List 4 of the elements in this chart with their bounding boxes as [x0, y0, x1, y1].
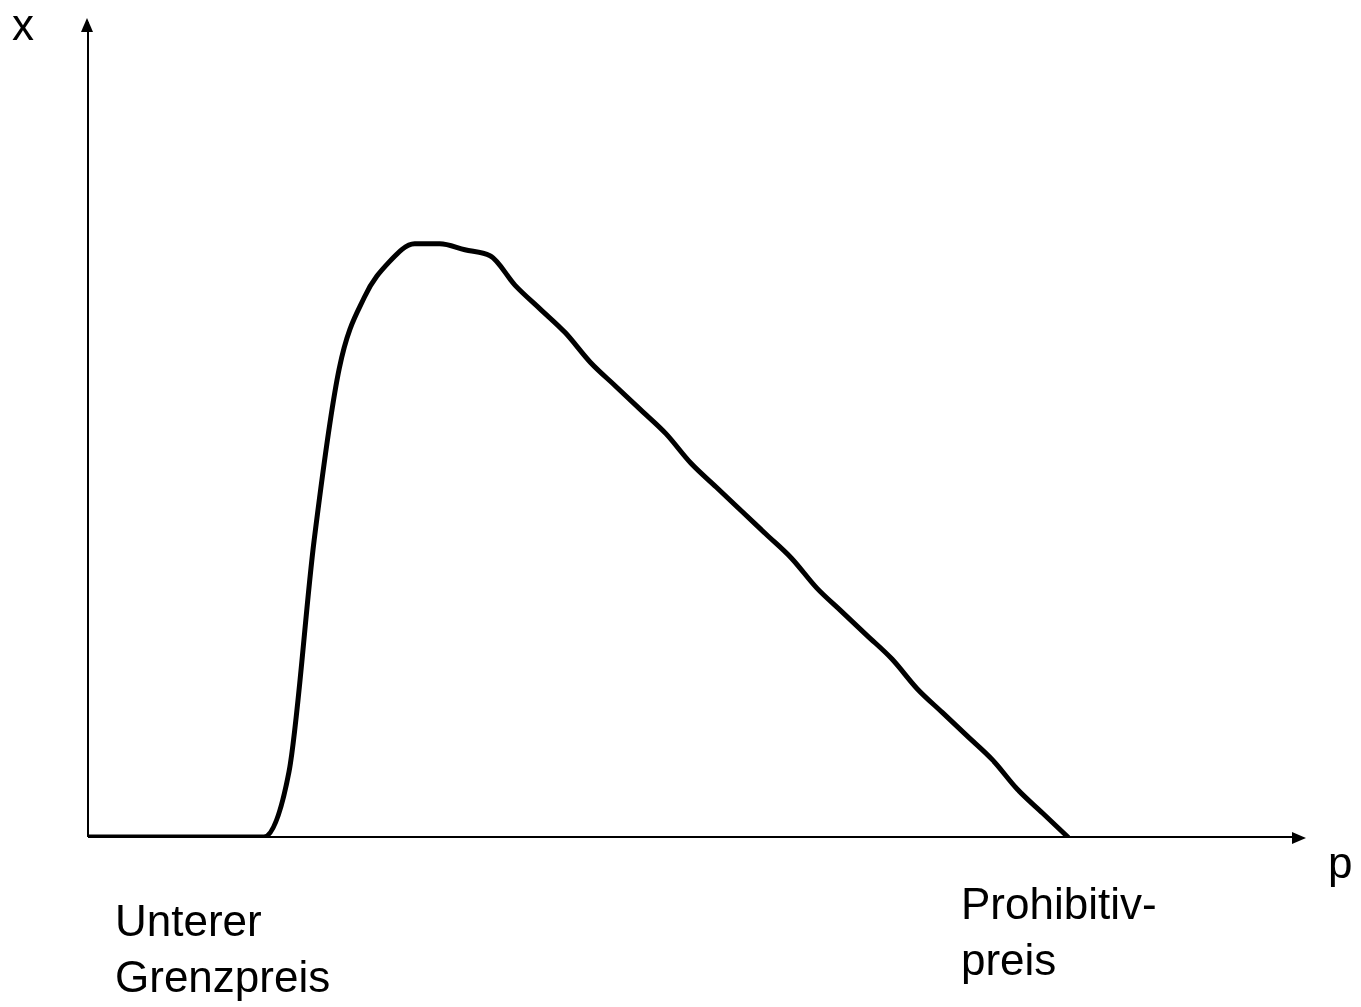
text: Unterer Grenzpreis: [115, 895, 332, 1003]
text: Prohibitiv-preis: [961, 878, 1158, 986]
y-axis-title: x: [12, 0, 34, 50]
x-axis-title: p: [1328, 838, 1353, 888]
